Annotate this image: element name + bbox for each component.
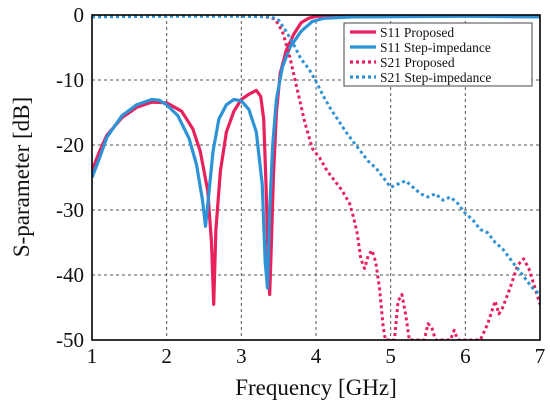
x-tick-label: 7 bbox=[535, 344, 546, 368]
x-tick-label: 3 bbox=[236, 344, 247, 368]
y-tick-label: -30 bbox=[56, 198, 84, 222]
x-axis-label: Frequency [GHz] bbox=[235, 375, 397, 400]
series-line-1 bbox=[92, 15, 540, 306]
series-layer bbox=[92, 15, 540, 340]
y-tick-label: -10 bbox=[56, 68, 84, 92]
plot-frame bbox=[91, 14, 541, 341]
series-line-2 bbox=[92, 15, 540, 290]
y-tick-label: 0 bbox=[74, 3, 85, 27]
legend-label-3: S21 Proposed bbox=[380, 55, 455, 70]
y-tick-label: -20 bbox=[56, 133, 84, 157]
y-tick-label: -40 bbox=[56, 263, 84, 287]
x-tick-label: 2 bbox=[161, 344, 172, 368]
y-axis-label: S-parameter [dB] bbox=[9, 97, 34, 257]
x-tick-label: 6 bbox=[460, 344, 471, 368]
tick-labels: 1 2 3 4 5 6 7 0 -10 -20 -30 -40 -50 bbox=[56, 3, 545, 368]
legend-label-2: S11 Step-impedance bbox=[380, 40, 491, 55]
x-tick-label: 5 bbox=[385, 344, 396, 368]
x-tick-label: 1 bbox=[87, 344, 98, 368]
x-tick-label: 4 bbox=[311, 344, 322, 368]
y-tick-label: -50 bbox=[56, 328, 84, 352]
series-line-3 bbox=[92, 15, 540, 340]
legend-label-1: S11 Proposed bbox=[380, 25, 454, 40]
legend-label-4: S21 Step-impedance bbox=[380, 70, 491, 85]
series-line-4 bbox=[92, 15, 540, 296]
